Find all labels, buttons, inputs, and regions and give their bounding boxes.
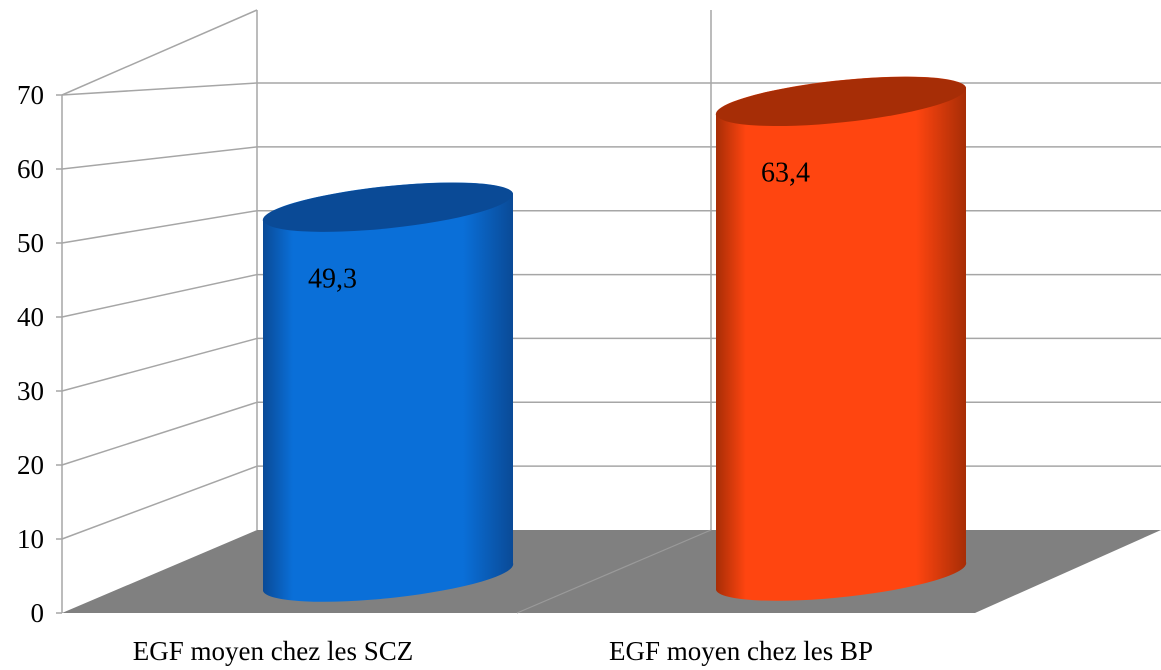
gridline-side [61,146,258,170]
y-axis-ticks: 0 10 20 30 40 50 60 70 [17,80,62,628]
bars: 49,3 63,4 [262,76,967,602]
chart-floor-plane [62,530,1161,613]
y-tick-label: 0 [31,598,45,628]
gridline-side [61,273,258,318]
gridline-side [61,209,258,244]
bar-body [262,182,514,602]
bar-value-label: 63,4 [761,157,810,188]
y-tick-label: 10 [17,524,44,554]
floor-divider [516,529,712,614]
gridline-side [61,82,258,96]
chart-walls [61,9,1161,613]
bar-body [715,76,967,601]
y-tick-label: 20 [17,450,44,480]
gridline-side [61,401,258,466]
gridline-side [61,337,258,392]
bar-1: 49,3 [262,182,514,602]
y-tick-label: 50 [17,228,44,258]
chart-floor [62,529,1161,614]
x-category-label: EGF moyen chez les SCZ [133,636,413,666]
bar-2: 63,4 [715,76,967,601]
x-category-label: EGF moyen chez les BP [609,636,873,666]
bar-value-label: 49,3 [308,263,357,294]
bar-top [716,76,966,127]
gridline-side [61,465,258,540]
y-tick-label: 30 [17,376,44,406]
y-tick-label: 70 [17,80,44,110]
y-tick-label: 40 [17,302,44,332]
left-wall-top-edge [61,9,258,96]
category-labels: EGF moyen chez les SCZ EGF moyen chez les… [133,636,873,666]
bar-top [263,182,513,232]
y-tick-label: 60 [17,154,44,184]
